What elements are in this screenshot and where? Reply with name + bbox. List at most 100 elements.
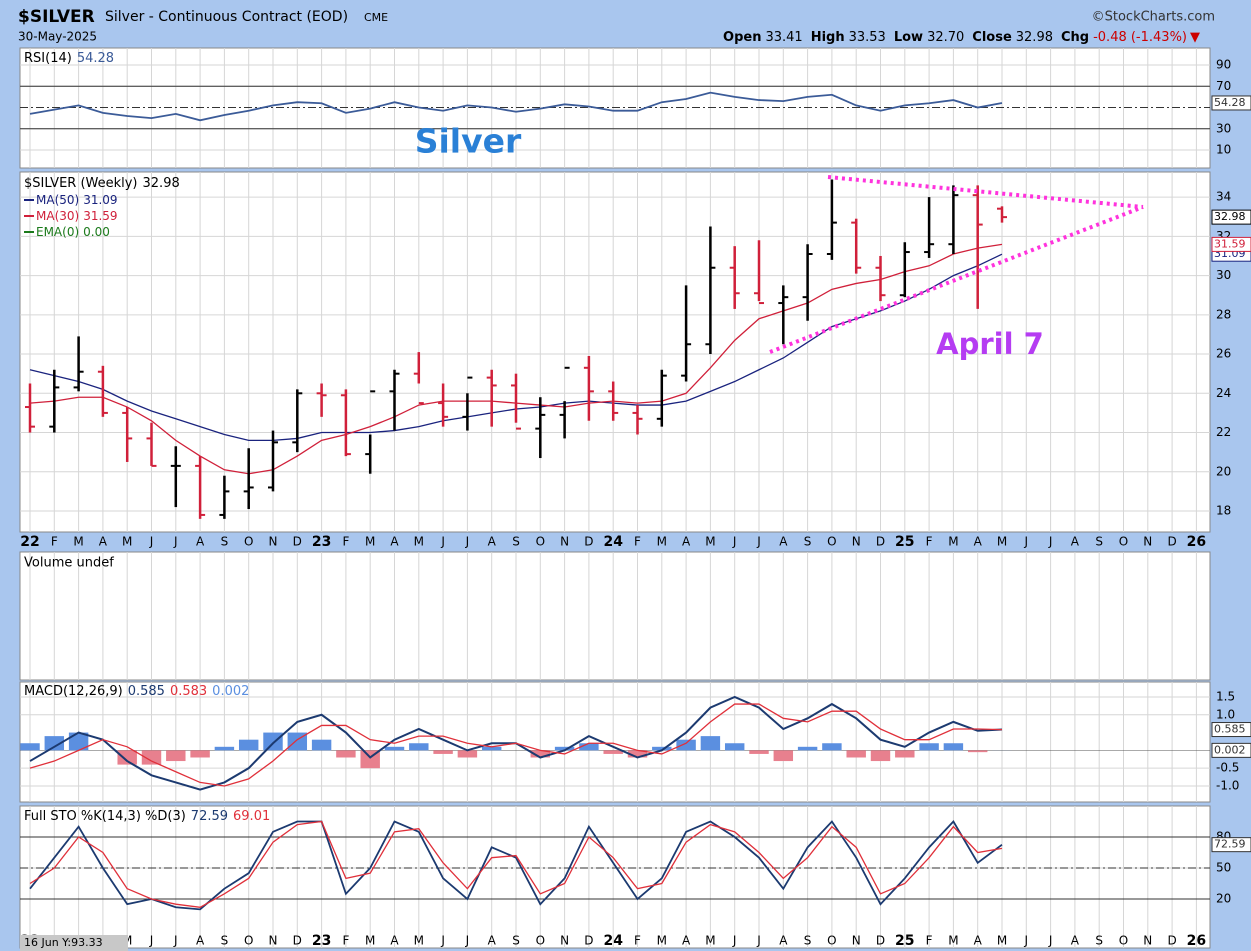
credit: ©StockCharts.com bbox=[1092, 10, 1215, 25]
x-tick-label: M bbox=[414, 535, 424, 549]
x-tick-label: O bbox=[244, 535, 253, 549]
histogram-bar bbox=[384, 746, 405, 751]
legend-entry: MA(30) 31.59 bbox=[36, 209, 118, 223]
quote-label: Open bbox=[723, 30, 761, 45]
title-value: 72.59 bbox=[191, 809, 228, 824]
x-tick-label: N bbox=[269, 535, 278, 549]
y-tick-label: -1.0 bbox=[1216, 778, 1239, 792]
x-tick-label: A bbox=[488, 934, 497, 948]
x-tick-label: S bbox=[1095, 934, 1103, 948]
histogram-bar bbox=[409, 743, 429, 751]
x-tick-label: O bbox=[536, 535, 545, 549]
x-tick-label: D bbox=[876, 535, 885, 549]
x-tick-label: M bbox=[997, 535, 1007, 549]
value-tag bbox=[1211, 837, 1251, 853]
histogram-bar bbox=[749, 750, 769, 754]
title-value: 69.01 bbox=[233, 809, 270, 824]
x-tick-label: N bbox=[1143, 934, 1152, 948]
x-tick-label: A bbox=[196, 934, 205, 948]
y-tick-label: 1.0 bbox=[1216, 707, 1235, 721]
x-tick-label: M bbox=[365, 535, 375, 549]
histogram-bar bbox=[797, 746, 818, 751]
x-tick-label: J bbox=[756, 535, 761, 549]
x-tick-label: M bbox=[705, 934, 715, 948]
x-tick-label: 26 bbox=[1187, 933, 1206, 949]
histogram-bar bbox=[700, 736, 721, 751]
panel-title: MACD(12,26,9) 0.585 0.583 0.002 bbox=[24, 684, 249, 699]
x-tick-label: O bbox=[244, 934, 253, 948]
x-tick-label: F bbox=[634, 934, 641, 948]
x-tick-label: F bbox=[926, 535, 933, 549]
x-tick-label: F bbox=[342, 934, 349, 948]
annotation: April 7 bbox=[936, 327, 1044, 361]
value-tag bbox=[1211, 742, 1251, 758]
histogram-bar bbox=[141, 750, 162, 765]
x-tick-label: S bbox=[221, 934, 229, 948]
x-tick-label: J bbox=[1048, 535, 1053, 549]
y-tick-label: 30 bbox=[1216, 268, 1231, 282]
x-tick-label: M bbox=[365, 934, 375, 948]
legend-entry: EMA(0) 0.00 bbox=[36, 225, 110, 239]
x-tick-label: O bbox=[536, 934, 545, 948]
series-line bbox=[29, 703, 1003, 787]
x-tick-label: D bbox=[1167, 934, 1176, 948]
value-tag bbox=[1211, 236, 1251, 252]
panel bbox=[19, 805, 1211, 949]
title-value: 54.28 bbox=[77, 51, 114, 66]
quote-label: Low bbox=[894, 30, 923, 45]
x-tick-label: A bbox=[682, 535, 691, 549]
value-tag bbox=[1211, 209, 1251, 225]
date: 30-May-2025 bbox=[18, 30, 97, 44]
histogram-bar bbox=[311, 739, 332, 751]
series-line bbox=[29, 91, 1003, 122]
series-line bbox=[29, 820, 1003, 908]
quote-label: Close bbox=[972, 30, 1012, 45]
quote-change: -0.48 (-1.43%) bbox=[1093, 30, 1187, 45]
x-tick-label: S bbox=[512, 535, 520, 549]
x-tick-label: O bbox=[1119, 934, 1128, 948]
histogram-bar bbox=[238, 739, 259, 751]
x-tick-label: J bbox=[465, 934, 470, 948]
histogram-bar bbox=[846, 750, 866, 758]
x-tick-label: O bbox=[1119, 535, 1128, 549]
x-tick-label: F bbox=[342, 535, 349, 549]
histogram-bar bbox=[214, 746, 235, 751]
x-tick-label: D bbox=[1167, 535, 1176, 549]
x-tick-label: 23 bbox=[312, 534, 331, 550]
histogram-bar bbox=[457, 750, 478, 758]
value-tag-label: 72.59 bbox=[1214, 838, 1246, 851]
x-tick-label: M bbox=[73, 535, 83, 549]
x-tick-label: 24 bbox=[603, 933, 623, 949]
histogram-bar bbox=[166, 750, 186, 762]
quote-label: High bbox=[811, 30, 845, 45]
cursor-box bbox=[20, 935, 128, 951]
instrument-name: Silver - Continuous Contract (EOD) bbox=[105, 9, 348, 25]
x-tick-label: A bbox=[99, 535, 108, 549]
x-tick-label: J bbox=[465, 535, 470, 549]
x-tick-label: A bbox=[1071, 934, 1080, 948]
x-tick-label: O bbox=[827, 535, 836, 549]
histogram-bar bbox=[773, 750, 794, 762]
x-tick-label: 22 bbox=[20, 534, 39, 550]
title-value: 0.002 bbox=[212, 684, 249, 699]
x-tick-label: M bbox=[948, 934, 958, 948]
x-tick-label: S bbox=[512, 934, 520, 948]
legend-name: EMA(0) bbox=[36, 225, 79, 239]
quote-value: 33.53 bbox=[849, 30, 886, 45]
y-tick-label: 90 bbox=[1216, 58, 1231, 72]
histogram-bar bbox=[676, 739, 696, 751]
title-value: 32.98 bbox=[143, 176, 180, 191]
histogram-bar bbox=[919, 743, 939, 751]
cursor-label: 16 Jun Y:93.33 bbox=[24, 936, 103, 949]
x-tick-label: S bbox=[221, 535, 229, 549]
x-tick-label: F bbox=[926, 934, 933, 948]
title-value: 0.583 bbox=[170, 684, 207, 699]
x-tick-label: A bbox=[196, 535, 205, 549]
panel-title: RSI(14) 54.28 bbox=[24, 51, 114, 66]
x-tick-label: J bbox=[1024, 535, 1029, 549]
value-tag-label: 0.002 bbox=[1214, 743, 1246, 756]
quote-value: 32.70 bbox=[927, 30, 964, 45]
y-tick-label: 34 bbox=[1216, 190, 1231, 204]
x-tick-label: N bbox=[852, 535, 861, 549]
